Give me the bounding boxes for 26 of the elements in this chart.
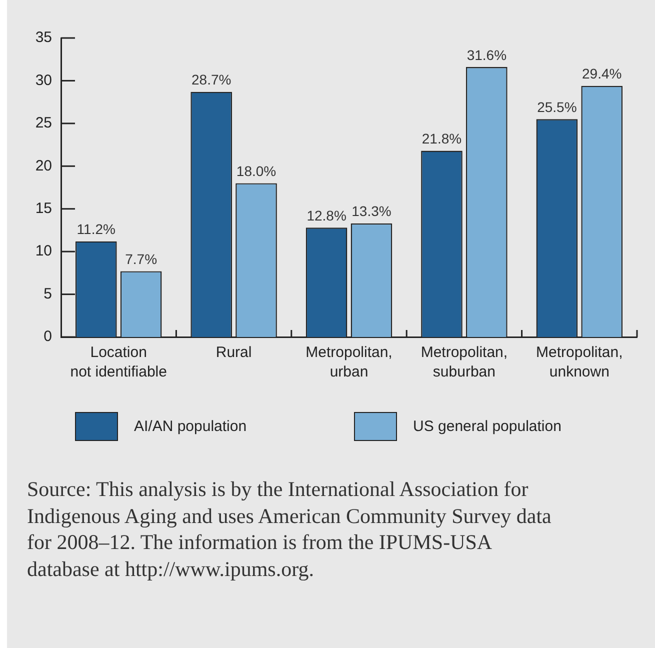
y-tick-label: 20 (35, 157, 52, 174)
data-label: 13.3% (352, 203, 392, 220)
x-tick-label: Metropolitan, suburban (420, 344, 508, 380)
y-tick-label: 0 (44, 328, 52, 346)
data-label: 7.7% (125, 251, 158, 268)
data-label: 28.7% (191, 72, 232, 88)
y-tick-label: 5 (44, 285, 52, 302)
data-label: 12.8% (306, 208, 346, 224)
data-label: 25.5% (537, 99, 577, 116)
x-tick-label: Metropolitan, urban (306, 344, 392, 380)
data-label: 11.2% (76, 221, 116, 238)
y-tick-label: 25 (35, 114, 52, 132)
data-label: 31.6% (466, 46, 507, 63)
y-tick-label: 35 (35, 29, 52, 46)
x-tick-label: Metropolitan, unknown (536, 344, 623, 380)
x-tick-label: Location not identifiable (70, 344, 167, 380)
source-note: Source: This analysis is by the International Association for Indigenous Aging and uses American Community Survey data for 2008–12. The information is from the IPUMS-USA database at http://www.ipums.org. (27, 476, 552, 582)
legend-label: AI/AN population (134, 418, 247, 436)
legend-label: US general population (413, 418, 562, 436)
data-label: 18.0% (236, 163, 276, 180)
data-label: 21.8% (422, 130, 462, 147)
data-label: 29.4% (582, 66, 622, 82)
x-tick-label: Rural (216, 344, 252, 361)
y-tick-label: 30 (35, 72, 52, 89)
y-tick-label: 15 (35, 200, 52, 217)
y-tick-label: 10 (35, 242, 52, 260)
